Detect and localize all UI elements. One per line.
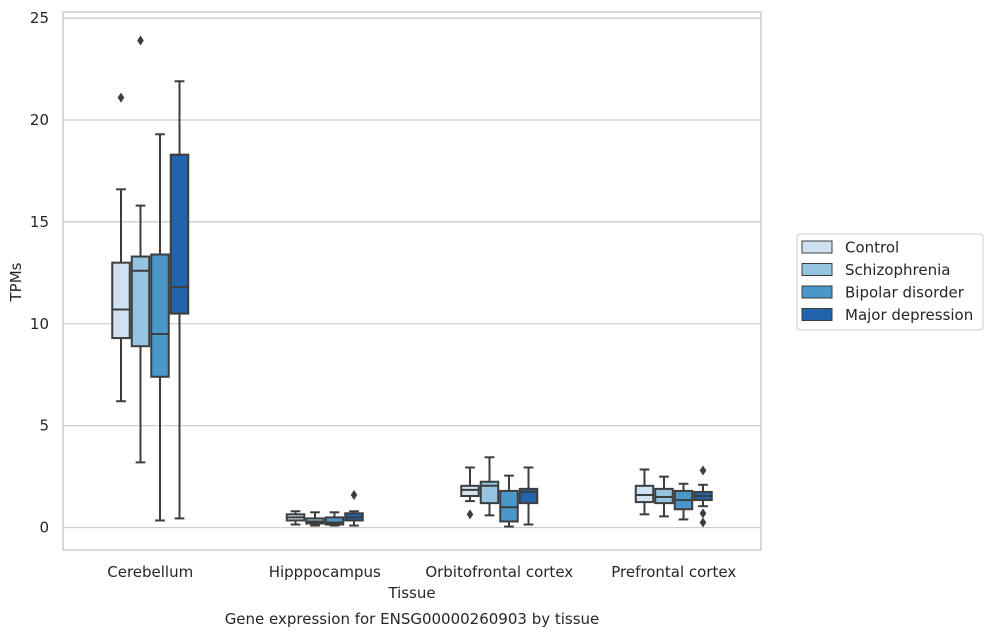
box-major-depression	[344, 489, 364, 527]
box-iqr	[324, 516, 345, 526]
y-tick-label: 20	[30, 111, 49, 129]
legend-label: Control	[845, 239, 899, 257]
box-bipolar-disorder	[150, 133, 170, 522]
x-tick-label: Hipppocampus	[269, 563, 381, 581]
box-series	[111, 35, 713, 528]
outlier-point	[699, 465, 707, 476]
box-iqr	[654, 487, 674, 505]
plot-frame	[62, 11, 762, 551]
box-control	[111, 92, 131, 403]
legend-swatch	[801, 240, 833, 254]
legend-frame	[796, 233, 984, 331]
legend: Control Schizophrenia Bipolar disorder Majo…	[796, 233, 984, 331]
y-tick-labels: 0 5 10 15 20 25	[30, 9, 49, 536]
legend-label: Major depression	[845, 306, 973, 324]
box-bipolar-disorder	[324, 511, 345, 527]
outlier-point	[117, 92, 125, 103]
legend-swatch	[801, 285, 833, 299]
x-tick-label: Orbitofrontal cortex	[425, 563, 573, 581]
outlier-point	[137, 35, 144, 46]
x-tick-label: Cerebellum	[107, 563, 193, 581]
box-iqr	[169, 153, 190, 315]
y-tick-label: 25	[30, 9, 49, 27]
box-iqr	[460, 484, 480, 497]
box-control	[285, 510, 306, 526]
box-schizophrenia	[130, 35, 151, 464]
box-iqr	[150, 253, 170, 378]
box-major-depression	[518, 466, 539, 526]
box-iqr	[479, 480, 500, 505]
y-tick-label: 5	[39, 417, 49, 435]
legend-label: Bipolar disorder	[845, 284, 965, 302]
box-schizophrenia	[479, 456, 500, 517]
y-tick-label: 15	[30, 213, 49, 231]
outlier-point	[699, 517, 707, 528]
outlier-point	[699, 508, 707, 519]
y-axis-label: TPMs	[7, 262, 25, 302]
box-iqr	[111, 261, 131, 340]
x-axis-label: Tissue	[387, 584, 435, 602]
legend-label: Schizophrenia	[845, 261, 950, 279]
box-major-depression	[693, 465, 713, 528]
box-bipolar-disorder	[673, 482, 694, 521]
y-tick-label: 10	[30, 315, 49, 333]
x-tick-labels: Cerebellum Hipppocampus Orbitofrontal cort…	[107, 563, 736, 581]
box-major-depression	[169, 80, 190, 520]
box-control	[634, 468, 655, 516]
box-iqr	[634, 484, 655, 504]
outlier-point	[466, 509, 474, 520]
y-tick-label: 0	[39, 519, 49, 537]
legend-swatch	[801, 308, 833, 321]
chart-caption: Gene expression for ENSG00000260903 by t…	[225, 610, 600, 628]
box-schizophrenia	[305, 511, 325, 527]
box-iqr	[499, 489, 519, 523]
box-schizophrenia	[654, 475, 674, 518]
legend-swatch	[801, 263, 833, 276]
box-bipolar-disorder	[499, 474, 519, 528]
box-iqr	[130, 255, 151, 348]
x-tick-label: Prefrontal cortex	[611, 563, 736, 581]
box-control	[460, 466, 480, 520]
outlier-point	[350, 489, 358, 500]
